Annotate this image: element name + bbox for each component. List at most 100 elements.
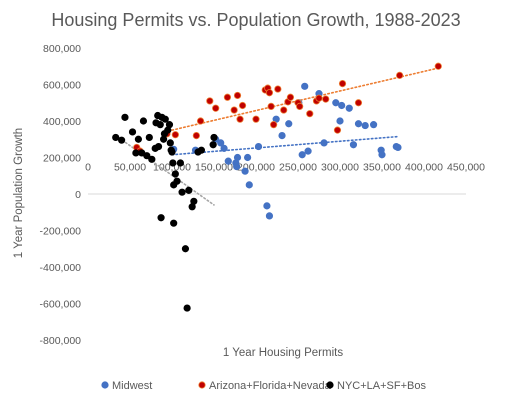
- point-arizona-florida-nevada: [206, 97, 214, 105]
- point-midwest: [394, 143, 402, 152]
- y-tick-label: -200,000: [40, 226, 82, 238]
- point-arizona-florida-nevada: [396, 71, 404, 79]
- point-midwest: [217, 139, 225, 147]
- point-midwest: [298, 151, 306, 159]
- point-nyc-la-sf-bos: [112, 133, 120, 142]
- point-midwest: [349, 141, 358, 149]
- point-midwest: [378, 151, 386, 159]
- point-midwest: [245, 181, 253, 189]
- point-nyc-la-sf-bos: [166, 139, 174, 147]
- legend-label-nyc-la-sf-bos: NYC+LA+SF+Bos: [337, 380, 426, 392]
- point-nyc-la-sf-bos: [209, 141, 217, 149]
- y-tick-label: -600,000: [40, 299, 82, 311]
- legend-label-arizona-florida-nevada: Arizona+Florida+Nevada: [209, 380, 332, 392]
- x-tick-label: 350,000: [363, 162, 401, 174]
- point-nyc-la-sf-bos: [183, 304, 191, 312]
- point-midwest: [301, 82, 309, 90]
- x-tick-label: 400,000: [405, 162, 443, 174]
- point-arizona-florida-nevada: [192, 132, 200, 140]
- point-midwest: [265, 212, 274, 220]
- point-nyc-la-sf-bos: [171, 170, 179, 178]
- point-arizona-florida-nevada: [306, 110, 314, 118]
- point-arizona-florida-nevada: [265, 89, 274, 97]
- point-nyc-la-sf-bos: [210, 133, 218, 142]
- point-arizona-florida-nevada: [236, 115, 244, 123]
- point-midwest: [332, 99, 340, 107]
- legend-label-midwest: Midwest: [112, 380, 152, 392]
- point-midwest: [336, 117, 344, 125]
- point-midwest: [220, 144, 228, 152]
- y-tick-label: -800,000: [40, 335, 82, 347]
- point-nyc-la-sf-bos: [161, 115, 169, 123]
- point-nyc-la-sf-bos: [134, 135, 142, 143]
- point-nyc-la-sf-bos: [176, 159, 184, 167]
- legend-marker-arizona-florida-nevada: [198, 381, 206, 389]
- point-arizona-florida-nevada: [230, 106, 238, 114]
- point-arizona-florida-nevada: [223, 93, 232, 101]
- point-arizona-florida-nevada: [296, 102, 304, 111]
- x-tick-label: 50,000: [114, 162, 146, 174]
- point-nyc-la-sf-bos: [190, 197, 198, 205]
- y-tick-label: -400,000: [40, 262, 82, 274]
- point-nyc-la-sf-bos: [181, 245, 190, 253]
- point-nyc-la-sf-bos: [128, 128, 137, 136]
- trendline-midwest: [171, 135, 400, 156]
- point-midwest: [224, 157, 232, 165]
- legend: Midwest Arizona+Florida+Nevada NYC+LA+SF+B…: [101, 380, 426, 392]
- point-midwest: [285, 120, 293, 128]
- point-midwest: [345, 104, 353, 112]
- x-tick-label: 450,000: [447, 162, 485, 174]
- point-nyc-la-sf-bos: [121, 113, 129, 121]
- point-nyc-la-sf-bos: [118, 136, 126, 144]
- point-nyc-la-sf-bos: [154, 142, 163, 151]
- y-tick-label: 600,000: [43, 80, 81, 92]
- x-tick-label: 0: [85, 162, 91, 174]
- point-arizona-florida-nevada: [286, 93, 295, 101]
- y-tick-label: 800,000: [43, 43, 81, 55]
- point-arizona-florida-nevada: [252, 115, 260, 123]
- y-tick-label: 200,000: [43, 153, 81, 165]
- axes: 0 50,000 100,000 150,000 200,000 250,000 300,0…: [40, 43, 486, 347]
- point-arizona-florida-nevada: [238, 101, 247, 110]
- legend-marker-midwest: [101, 381, 109, 389]
- y-axis-label: 1 Year Population Growth: [13, 128, 25, 258]
- trendline-arizona-florida-nevada: [171, 67, 440, 131]
- point-midwest: [320, 139, 328, 147]
- point-midwest: [278, 132, 286, 140]
- point-arizona-florida-nevada: [434, 62, 442, 70]
- point-nyc-la-sf-bos: [178, 188, 186, 196]
- point-nyc-la-sf-bos: [168, 148, 176, 156]
- point-nyc-la-sf-bos: [148, 155, 156, 163]
- point-nyc-la-sf-bos: [169, 159, 177, 167]
- point-nyc-la-sf-bos: [173, 177, 181, 185]
- point-midwest: [304, 147, 312, 155]
- point-nyc-la-sf-bos: [145, 133, 153, 142]
- point-nyc-la-sf-bos: [157, 214, 165, 222]
- x-tick-label: 150,000: [195, 162, 233, 174]
- point-arizona-florida-nevada: [274, 85, 282, 93]
- point-arizona-florida-nevada: [315, 94, 323, 102]
- point-midwest: [369, 121, 378, 129]
- point-nyc-la-sf-bos: [165, 121, 174, 129]
- point-midwest: [233, 163, 241, 171]
- point-nyc-la-sf-bos: [197, 146, 205, 154]
- point-arizona-florida-nevada: [338, 79, 347, 88]
- point-midwest: [233, 153, 242, 162]
- point-nyc-la-sf-bos: [143, 152, 151, 160]
- point-arizona-florida-nevada: [267, 102, 275, 111]
- point-arizona-florida-nevada: [270, 121, 278, 129]
- point-arizona-florida-nevada: [212, 104, 220, 112]
- point-nyc-la-sf-bos: [139, 117, 148, 125]
- point-midwest: [241, 167, 249, 175]
- point-arizona-florida-nevada: [196, 117, 205, 125]
- point-midwest: [254, 142, 263, 151]
- point-midwest: [361, 121, 369, 130]
- point-arizona-florida-nevada: [233, 91, 242, 100]
- trendline-nyc-la-sf-bos: [114, 134, 215, 206]
- point-nyc-la-sf-bos: [132, 149, 140, 157]
- point-midwest: [244, 153, 252, 162]
- point-nyc-la-sf-bos: [185, 186, 193, 194]
- point-midwest: [263, 202, 271, 210]
- point-arizona-florida-nevada: [354, 99, 363, 107]
